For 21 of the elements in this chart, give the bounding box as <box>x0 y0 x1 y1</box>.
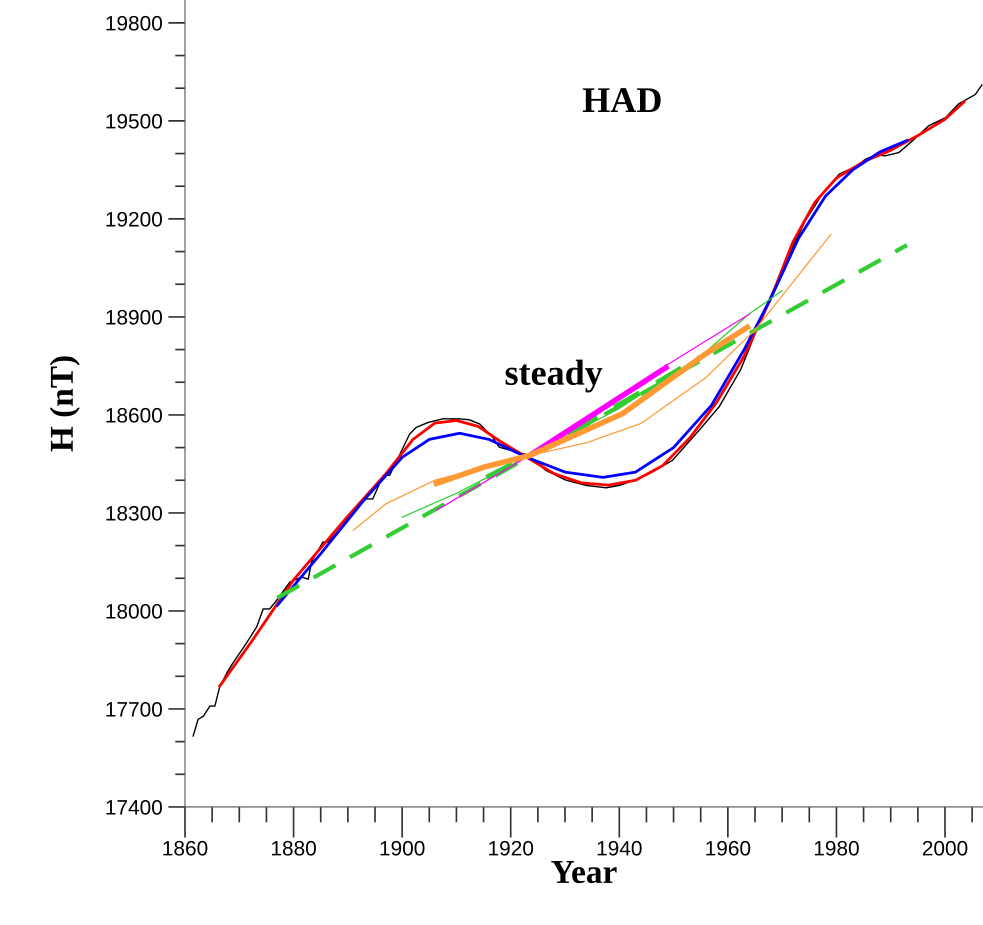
x-tick-label: 1940 <box>598 840 642 856</box>
y-tick-label: 17400 <box>106 800 162 815</box>
y-tick-label: 18300 <box>106 506 162 521</box>
x-tick-label: 1980 <box>814 840 859 856</box>
x-tick-label: 1920 <box>489 840 534 856</box>
x-tick-label: 2000 <box>922 840 968 856</box>
y-tick-label: 18600 <box>106 408 162 423</box>
x-tick-label: 1960 <box>706 840 750 856</box>
y-tick-label: 18000 <box>106 604 162 619</box>
x-axis-title: Year <box>551 861 617 884</box>
y-tick-label: 19200 <box>106 212 162 227</box>
x-tick-label: 1900 <box>380 840 425 856</box>
x-tick-label: 1860 <box>163 840 208 856</box>
annotation: steady <box>506 360 602 392</box>
x-tick-label: 1880 <box>272 840 316 856</box>
y-tick-label: 18900 <box>106 310 162 325</box>
y-tick-label: 19500 <box>106 114 162 129</box>
y-tick-label: 17700 <box>106 702 162 717</box>
y-tick-label: 19800 <box>106 16 162 31</box>
y-axis-title: H (nT) <box>50 356 80 452</box>
text: HAD <box>582 88 661 112</box>
